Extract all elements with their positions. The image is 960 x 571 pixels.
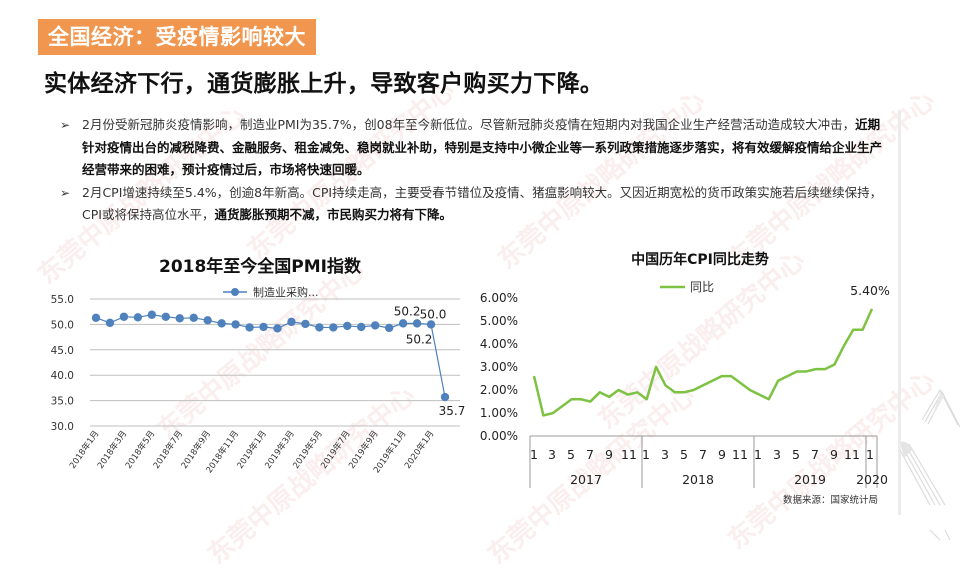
x-year-label: 2020 [856,472,888,487]
bullet-cpi: ➢ 2月CPI增速持续至5.4%，创逾8年新高。CPI持续走高，主要受春节错位及… [60,182,890,227]
data-point [273,324,282,333]
data-point [329,323,338,332]
cpi-chart-title: 中国历年CPI同比走势 [631,252,769,268]
x-month-label: 1 [866,447,874,462]
data-point [412,319,422,328]
data-point [343,321,352,331]
x-month-label: 1 [754,447,762,462]
y-tick-label: 45.0 [51,345,74,357]
x-month-label: 3 [548,447,556,462]
x-year-label: 2019 [794,472,826,487]
data-point [161,312,170,321]
cpi-line [532,308,874,417]
bullet-text-bold: 近期针对疫情出台的减税降费、金融服务、租金减免、稳岗就业补助，特别是支持中小微企… [82,117,883,177]
legend-label: 制造业采购... [253,285,319,299]
x-month-label: 1 [642,447,650,462]
y2-tick-label: 5.00% [480,314,518,328]
data-point [440,392,450,402]
legend-marker-icon [231,288,239,296]
bullet-text: 2月CPI增速持续至5.4%，创逾8年新高。CPI持续走高，主要受春节错位及疫情… [82,184,883,223]
y2-tick-label: 2.00% [480,383,518,397]
y2-tick-label: 6.00% [480,291,518,305]
bullet-pmi: ➢ 2月份受新冠肺炎疫情影响，制造业PMI为35.7%，创08年至今新低位。尽管… [60,114,890,182]
y2-tick-label: 4.00% [480,337,518,351]
data-point [357,322,366,332]
x-month-label: 11 [732,447,748,462]
data-label: 50.2 [394,304,421,318]
y2-tick-label: 3.00% [480,360,518,374]
data-point [259,322,268,332]
y2-tick-label: 1.00% [480,406,518,420]
data-point [119,312,129,321]
y-tick-label: 30.0 [51,421,74,433]
y-tick-label: 35.0 [51,396,74,408]
x-month-label: 7 [811,447,819,462]
bullet-text: 2月份受新冠肺炎疫情影响，制造业PMI为35.7%，创08年至今新低位。尽管新冠… [82,117,856,132]
y2-tick-label: 0.00% [480,429,518,443]
bullet-text-bold: 通货膨胀预期不减，市民购买力将有下降。 [214,207,452,222]
data-point [371,321,380,330]
data-point [287,317,296,327]
data-point [217,319,226,328]
x-month-label: 11 [844,447,860,462]
x-month-label: 5 [680,447,688,462]
data-point [245,323,254,332]
data-label: 50.2 [406,332,433,346]
data-label: 50.0 [420,307,447,321]
data-point [133,313,143,322]
x-year-label: 2018 [682,472,714,487]
page-headline: 实体经济下行，通货膨胀上升，导致客户购买力下降。 [44,71,604,97]
x-month-label: 9 [830,447,838,462]
data-point [384,323,394,333]
x-month-label: 9 [718,447,726,462]
decorative-lines-icon [900,388,960,540]
x-month-label: 1 [530,447,538,462]
x-month-label: 3 [661,447,669,462]
data-point [398,319,408,328]
data-point [105,318,115,328]
legend-label: 同比 [690,280,714,294]
bullet-list: ➢ 2月份受新冠肺炎疫情影响，制造业PMI为35.7%，创08年至今新低位。尽管… [60,114,890,227]
data-point [91,313,101,322]
data-point [189,313,198,322]
arrow-bullet-icon: ➢ [60,118,71,132]
pmi-chart: 30.0 35.0 40.0 45.0 50.0 55.0 0.00% 1.00% 2.00% 3… [51,285,518,475]
x-month-label: 9 [605,447,613,462]
data-source: 数据来源：国家统计局 [783,495,879,506]
pmi-chart-title: 2018年至今全国PMI指数 [158,257,362,277]
arrow-bullet-icon: ➢ [60,185,71,200]
data-point [301,319,310,329]
y-tick-label: 50.0 [51,319,74,331]
x-month-label: 5 [567,447,575,462]
data-label: 35.7 [439,404,466,418]
x-month-label: 11 [621,447,637,462]
x-month-label: 7 [699,447,707,462]
y-tick-label: 40.0 [51,370,74,382]
divider [898,110,901,515]
data-point [315,323,324,332]
x-month-label: 3 [773,447,781,462]
x-month-label: 5 [792,447,800,462]
x-month-label: 7 [586,447,594,462]
y-tick-label: 55.0 [51,294,74,306]
data-point [426,320,436,329]
x-year-label: 2017 [570,472,602,487]
data-point [175,314,184,323]
data-point [203,316,212,325]
section-tag: 全国经济：受疫情影响较大 [38,19,316,55]
data-point [231,320,240,329]
data-label: 5.40% [850,283,890,298]
data-point [147,310,157,319]
